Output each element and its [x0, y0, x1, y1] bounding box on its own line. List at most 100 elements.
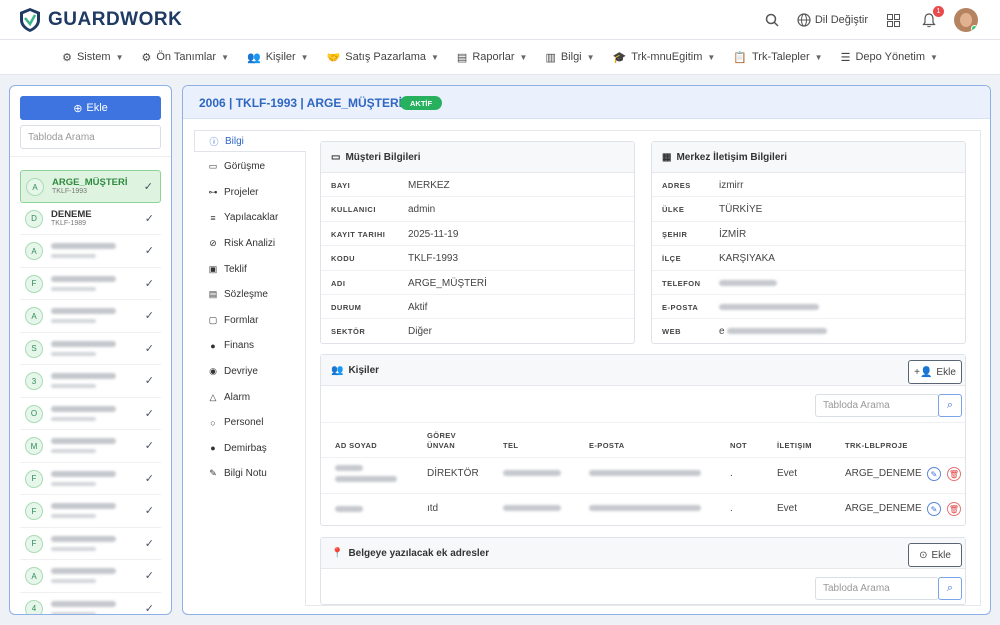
redacted-text: [51, 611, 96, 614]
user-icon: ●: [210, 340, 216, 351]
list-item[interactable]: F ✓: [20, 495, 161, 528]
tab-devriye[interactable]: ◉ Devriye: [209, 365, 258, 377]
redacted-text: [51, 579, 96, 583]
tab-yapılacaklar[interactable]: ≡ Yapılacaklar: [194, 207, 306, 229]
initial-avatar: A: [26, 178, 44, 196]
detail-tabs: ⓘ Bilgi ▭ Görüşme ⊶ Projeler ≡ Yapılacaklar ⊘ Ris…: [194, 130, 306, 606]
nav-item-bilgi[interactable]: ▥ Bilgi ▼: [545, 51, 595, 64]
col-header-unvan: ÜNVAN: [427, 441, 456, 450]
nav-item-talepler[interactable]: 📋 Trk-Talepler ▼: [733, 51, 823, 64]
book-icon: ▥: [545, 51, 556, 64]
clipboard-icon: 📋: [733, 51, 747, 64]
initial-avatar: F: [25, 502, 43, 520]
info-key: ŞEHIR: [662, 229, 688, 239]
tab-bilgi-notu[interactable]: ✎ Bilgi Notu: [209, 468, 267, 480]
edit-icon[interactable]: ✎: [927, 467, 941, 481]
info-value: TKLF-1993: [408, 253, 459, 265]
initial-avatar: A: [25, 242, 43, 260]
avatar[interactable]: [954, 8, 978, 32]
info-value: 2025-11-19: [408, 228, 459, 240]
info-row: SEKTÖR Diğer: [321, 319, 634, 343]
list-item[interactable]: A ✓: [20, 560, 161, 593]
tab-görüşme[interactable]: ▭ Görüşme: [208, 161, 266, 173]
user-plus-icon: +👤: [914, 366, 933, 378]
col-header-iletisim: İLETIŞIM: [777, 441, 812, 450]
list-item[interactable]: D DENEME TKLF-1989 ✓: [20, 203, 161, 235]
tab-risk-analizi[interactable]: ⊘ Risk Analizi: [209, 237, 276, 249]
tab-demirbaş[interactable]: ● Demirbaş: [194, 437, 306, 459]
list-item[interactable]: A ✓: [20, 300, 161, 333]
addresses-search-input[interactable]: Tabloda Arama: [815, 577, 939, 600]
list-item[interactable]: A ARGE_MÜŞTERİ TKLF-1993 ✓: [20, 170, 161, 203]
add-address-button[interactable]: ⊙ Ekle: [908, 543, 962, 567]
nav-item-depo-yonetim[interactable]: ☰ Depo Yönetim ▼: [840, 51, 938, 64]
add-customer-button[interactable]: ⊕ Ekle: [20, 96, 161, 120]
tab-bilgi[interactable]: ⓘ Bilgi: [194, 130, 306, 152]
search-icon[interactable]: [761, 9, 783, 31]
nav-item-sistem[interactable]: ⚙ Sistem ▼: [62, 51, 124, 64]
grid-icon[interactable]: [882, 9, 904, 31]
customer-search-input[interactable]: Tabloda Arama: [20, 125, 161, 149]
form-icon: ▢: [208, 314, 218, 325]
trash-icon[interactable]: 🗑: [947, 502, 961, 516]
list-item[interactable]: F ✓: [20, 528, 161, 560]
check-icon: ✓: [144, 245, 154, 257]
nav-item-kisiler[interactable]: 👥 Kişiler ▼: [247, 51, 309, 64]
tab-personel[interactable]: ○ Personel: [194, 412, 306, 434]
persons-search-input[interactable]: Tabloda Arama: [815, 394, 939, 417]
list-item[interactable]: 3 ✓: [20, 365, 161, 398]
chevron-down-icon: ▼: [431, 52, 439, 62]
bell-icon[interactable]: 1: [918, 6, 944, 31]
cell-iletisim: Evet: [777, 468, 798, 479]
tab-alarm[interactable]: △ Alarm: [209, 391, 251, 403]
col-header-not: NOT: [730, 441, 748, 450]
info-value: MERKEZ: [408, 180, 450, 191]
check-icon: ✓: [144, 537, 154, 550]
list-item[interactable]: S ✓: [20, 333, 161, 365]
redacted-text: [51, 243, 116, 249]
customer-list-panel: ⊕ Ekle Tabloda Arama A ARGE_MÜŞTERİ TKLF-1…: [9, 85, 172, 615]
persons-title: Kişiler: [348, 364, 380, 376]
info-value: Aktif: [408, 301, 428, 313]
tab-sözleşme[interactable]: ▤ Sözleşme: [208, 289, 268, 301]
redacted-text: [51, 481, 96, 486]
edit-icon[interactable]: ✎: [927, 502, 941, 516]
redacted-text: [51, 275, 116, 282]
nav-item-raporlar[interactable]: ▤ Raporlar ▼: [456, 51, 528, 64]
nav-item-egitim[interactable]: 🎓 Trk-mnuEgitim ▼: [612, 51, 716, 64]
info-row: İLÇE KARŞIYAKA: [652, 246, 965, 271]
addresses-search-button[interactable]: ⌕: [938, 577, 962, 600]
nav-item-satis-pazarlama[interactable]: 🤝 Satış Pazarlama ▼: [326, 51, 439, 64]
chevron-down-icon: ▼: [929, 52, 938, 62]
tab-finans[interactable]: ● Finans: [194, 335, 306, 357]
extra-addresses-card: 📍 Belgeye yazılacak ek adresler ⊙ Ekle T…: [320, 537, 966, 605]
info-value: izmirr: [719, 180, 744, 191]
list-item[interactable]: F ✓: [20, 268, 161, 300]
add-person-button[interactable]: +👤 Ekle: [908, 360, 962, 384]
list-item[interactable]: O ✓: [20, 398, 161, 430]
tab-projeler[interactable]: ⊶ Projeler: [208, 186, 259, 198]
redacted-text: [51, 503, 116, 509]
info-value: e: [719, 326, 725, 338]
list-item[interactable]: M ✓: [20, 430, 161, 463]
redacted-text: [51, 351, 96, 356]
persons-search-button[interactable]: ⌕: [938, 394, 962, 417]
contract-icon: ▤: [208, 289, 218, 300]
gears-icon: ⚙: [62, 51, 72, 64]
info-value: KARŞIYAKA: [719, 253, 775, 265]
tab-teklif[interactable]: ▣ Teklif: [208, 263, 247, 275]
handshake-icon: 🤝: [326, 51, 341, 64]
chevron-down-icon: ▼: [115, 52, 124, 62]
gear-icon: ⚙: [141, 51, 152, 64]
extra-addresses-title: Belgeye yazılacak ek adresler: [348, 547, 490, 559]
nav-item-on-tanimlar[interactable]: ⚙ Ön Tanımlar ▼: [141, 51, 230, 64]
list-icon: ☰: [840, 51, 851, 64]
list-item[interactable]: F ✓: [20, 463, 161, 495]
list-item[interactable]: 4 ✓: [20, 593, 161, 614]
language-switcher[interactable]: Dil Değiştir: [797, 13, 868, 27]
list-item[interactable]: A ✓: [20, 235, 161, 268]
trash-icon[interactable]: 🗑: [947, 467, 961, 481]
info-key: TELEFON: [662, 278, 701, 288]
logo[interactable]: GUARDWORK: [18, 7, 182, 33]
tab-formlar[interactable]: ▢ Formlar: [208, 314, 259, 326]
